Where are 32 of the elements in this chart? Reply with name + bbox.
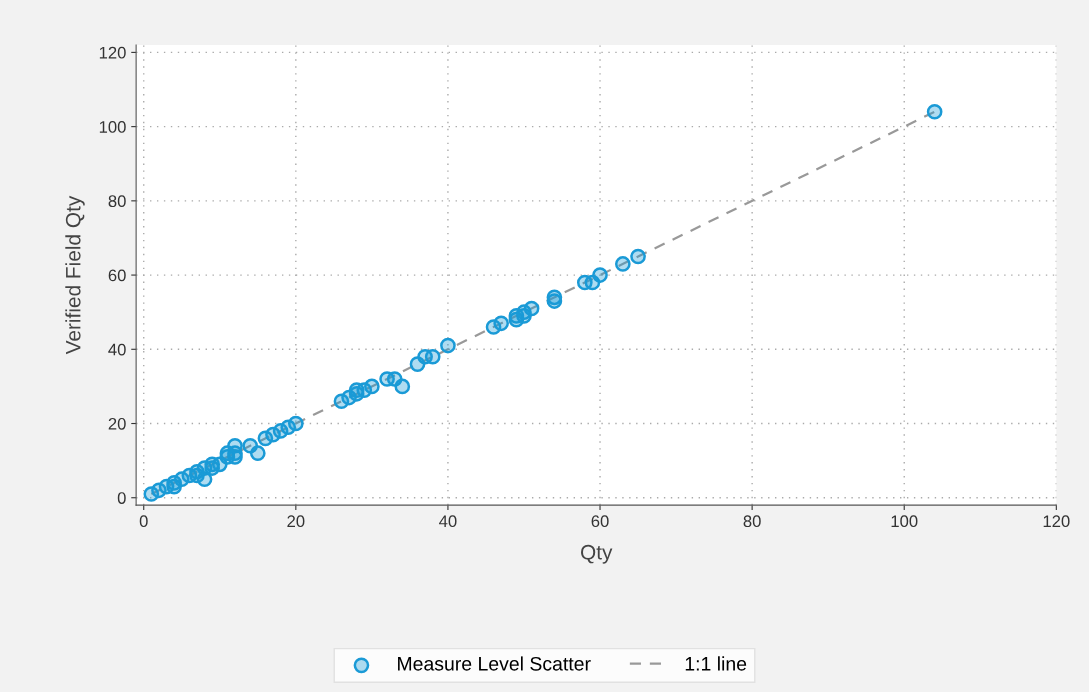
point — [493, 315, 509, 332]
y-tick-label: 100 — [99, 121, 126, 133]
point — [424, 348, 441, 365]
point — [287, 415, 304, 432]
y-tick-label: 40 — [108, 343, 126, 356]
x-tick-label: 100 — [891, 515, 918, 528]
point — [227, 449, 243, 465]
y-tick-label: 80 — [108, 195, 126, 208]
point — [523, 300, 540, 317]
point — [546, 289, 563, 306]
y-tick-label: 60 — [108, 269, 126, 282]
y-tick-label: 120 — [99, 46, 126, 59]
y-tick-label: 20 — [108, 417, 126, 430]
point — [615, 256, 631, 272]
x-tick-label: 80 — [743, 515, 761, 528]
legend-label: 1:1 line — [685, 656, 747, 671]
point — [440, 337, 456, 354]
point — [926, 103, 943, 120]
point — [364, 378, 380, 395]
x-tick-label: 60 — [591, 515, 609, 528]
x-tick-label: 20 — [287, 515, 305, 528]
y-axis-title: Verified Field Qty — [65, 195, 85, 355]
y-tick-label: 0 — [117, 492, 126, 504]
point — [394, 378, 411, 395]
x-tick-label: 0 — [139, 515, 148, 528]
point — [592, 267, 608, 283]
x-tick-label: 120 — [1043, 515, 1070, 528]
x-axis-title: Qty — [581, 544, 613, 564]
point — [630, 248, 646, 265]
legend-label: Measure Level Scatter — [398, 656, 591, 671]
point — [249, 445, 266, 462]
x-tick-label: 40 — [439, 515, 457, 528]
